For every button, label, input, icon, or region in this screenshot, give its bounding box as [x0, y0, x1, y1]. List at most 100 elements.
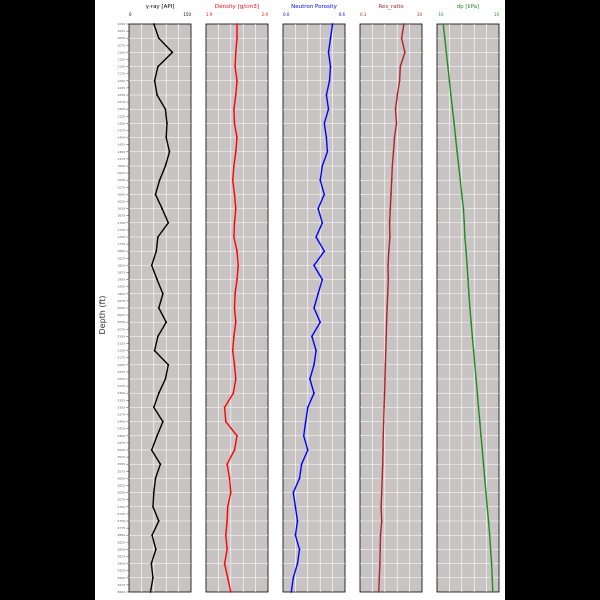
log-point	[386, 292, 389, 295]
log-point	[463, 221, 466, 224]
log-point	[329, 37, 332, 40]
log-point	[306, 406, 309, 409]
depth-tick-label: 2800	[117, 533, 125, 537]
log-point	[300, 463, 303, 466]
log-point	[466, 264, 468, 267]
log-point	[226, 576, 229, 579]
depth-tick-label: 1825	[117, 256, 125, 260]
log-point	[482, 463, 485, 466]
log-point	[327, 51, 330, 54]
log-point	[475, 378, 477, 380]
depth-tick-label: 2950	[117, 576, 125, 580]
y-axis-label: Depth (ft)	[98, 296, 107, 335]
log-point	[157, 65, 159, 68]
log-point	[386, 307, 388, 309]
log-point	[384, 349, 387, 352]
log-point	[325, 94, 328, 96]
depth-tick-label: 2225	[117, 370, 125, 374]
log-point	[467, 278, 469, 281]
log-point	[380, 505, 382, 508]
depth-tick-label: 1225	[117, 86, 125, 90]
depth-tick-label: 2475	[117, 441, 125, 445]
log-point	[387, 278, 390, 281]
log-point	[290, 591, 293, 593]
log-point	[223, 406, 226, 409]
log-point	[224, 420, 227, 423]
log-point	[237, 264, 240, 267]
log-point	[471, 335, 474, 338]
log-point	[383, 392, 386, 395]
track-title: dp [kPa]	[457, 4, 480, 10]
depth-tick-label: 1675	[117, 214, 125, 218]
log-point	[233, 307, 236, 309]
depth-tick-label: 1325	[117, 114, 125, 118]
log-point	[448, 79, 451, 82]
depth-tick-label: 1050	[117, 36, 125, 40]
track-title: Density [g/cm3]	[215, 4, 259, 10]
log-point	[389, 207, 392, 210]
depth-tick-label: 1450	[117, 150, 125, 154]
log-point	[487, 520, 490, 522]
depth-tick-label: 2875	[117, 555, 125, 559]
log-point	[315, 349, 317, 352]
log-point	[233, 363, 236, 366]
log-point	[491, 576, 494, 579]
log-point	[315, 236, 317, 238]
chart-canvas: Depth (ft) 1000 1025 1050 1075 1100 1125 1150 1…	[95, 0, 505, 600]
depth-tick-label: 2000	[117, 306, 125, 310]
track-range-min: 0.1	[360, 12, 367, 17]
log-point	[323, 122, 326, 125]
log-point	[171, 51, 174, 54]
log-point	[233, 236, 235, 238]
depth-tick-label: 1850	[117, 263, 125, 267]
log-point	[459, 179, 462, 182]
depth-tick-label: 1250	[117, 93, 125, 97]
log-point	[294, 505, 297, 508]
log-point	[231, 179, 234, 182]
depth-tick-label: 2050	[117, 320, 125, 324]
depth-tick-label: 1475	[117, 157, 125, 161]
depth-tick-label: 2925	[117, 569, 125, 573]
log-point	[476, 392, 479, 395]
depth-tick-label: 2175	[117, 356, 125, 360]
log-point	[231, 349, 234, 352]
log-point	[234, 292, 237, 295]
log-point	[234, 51, 237, 54]
log-point	[453, 122, 455, 125]
log-point	[323, 250, 326, 253]
log-point	[454, 136, 457, 139]
log-point	[236, 37, 238, 40]
log-point	[165, 321, 168, 324]
depth-tick-label: 2725	[117, 512, 125, 516]
log-point	[468, 292, 470, 295]
depth-tick-label: 2375	[117, 413, 125, 417]
log-point	[382, 420, 385, 423]
log-point	[387, 264, 389, 267]
depth-tick-label: 1125	[117, 58, 125, 62]
depth-tick-label: 1575	[117, 185, 125, 189]
log-point	[224, 534, 227, 537]
log-point	[157, 37, 160, 40]
depth-tick-label: 2325	[117, 398, 125, 402]
log-point	[485, 491, 487, 494]
log-point	[154, 477, 157, 480]
log-point	[319, 321, 322, 324]
depth-tick-label: 2250	[117, 377, 125, 381]
log-point	[296, 520, 299, 522]
log-point	[379, 548, 382, 551]
log-point	[382, 434, 385, 437]
log-point	[162, 420, 164, 423]
depth-tick-label: 1800	[117, 249, 125, 253]
log-point	[236, 278, 238, 281]
depth-tick-label: 2550	[117, 462, 125, 466]
log-point	[385, 321, 388, 324]
log-point	[460, 193, 463, 196]
depth-tick-label: 1650	[117, 207, 125, 211]
log-point	[387, 250, 390, 253]
depth-tick-label: 1200	[117, 79, 125, 83]
depth-tick-label: 1700	[117, 221, 125, 225]
log-point	[156, 94, 158, 96]
log-point	[321, 165, 324, 167]
log-point	[326, 150, 329, 153]
log-point	[223, 562, 226, 565]
